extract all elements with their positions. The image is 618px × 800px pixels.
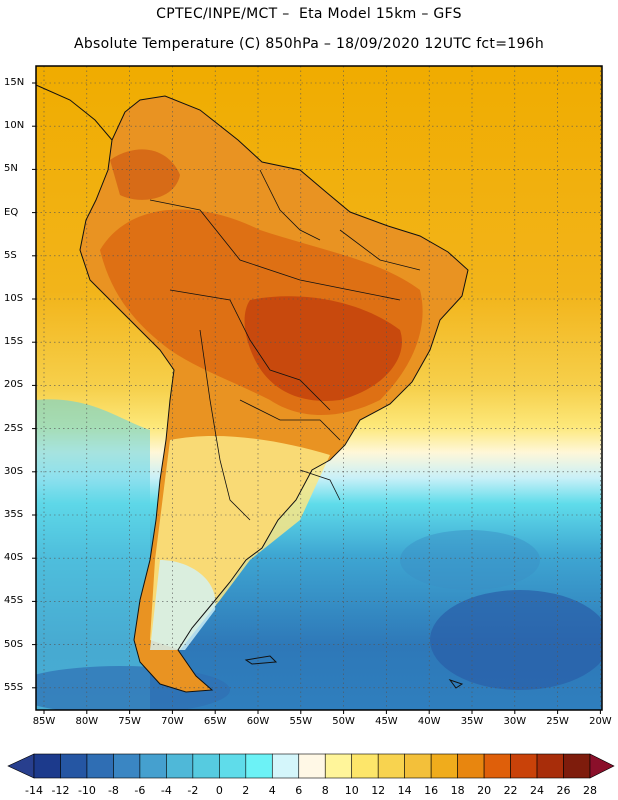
colorbar-swatch (351, 753, 379, 779)
colorbar-swatch (536, 753, 564, 779)
colorbar-swatch (457, 753, 485, 779)
colorbar-label: -14 (25, 784, 43, 797)
map-frame (35, 65, 603, 711)
colorbar-over-triangle (589, 753, 615, 779)
lon-label: 30W (503, 716, 527, 727)
colorbar-label: 8 (321, 784, 329, 797)
west-cold-band (36, 399, 150, 710)
lon-label: 50W (332, 716, 355, 727)
colorbar-swatch (430, 753, 458, 779)
lon-label: 45W (375, 716, 398, 727)
lon-label: 80W (75, 716, 99, 727)
lat-label: 45S (4, 595, 24, 607)
lon-label: 40W (417, 716, 441, 727)
lat-label: 20S (4, 379, 24, 391)
lon-label: 75W (118, 716, 141, 727)
lon-label: 65W (203, 716, 227, 727)
title-line-1: CPTEC/INPE/MCT – Eta Model 15km – GFS (156, 6, 462, 22)
colorbar-label: 16 (424, 784, 439, 797)
colorbar-label: 6 (295, 784, 303, 797)
colorbar-swatch (86, 753, 114, 779)
colorbar-label: -12 (51, 784, 70, 797)
colorbar-label: 10 (344, 784, 359, 797)
colorbar-swatch (510, 753, 538, 779)
colorbar-label: 14 (397, 784, 412, 797)
colorbar-swatch (377, 753, 405, 779)
colorbar-swatch (166, 753, 194, 779)
lat-label: 40S (4, 552, 24, 564)
colorbar-swatch (324, 753, 353, 779)
lat-label: 25S (4, 422, 24, 434)
colorbar-swatch (60, 753, 88, 779)
lon-label: 20W (589, 716, 612, 727)
colorbar-swatch (192, 753, 220, 779)
colorbar-label: 0 (215, 784, 223, 797)
colorbar-swatch (563, 753, 591, 779)
colorbar-label: 12 (371, 784, 386, 797)
lat-label: 55S (4, 681, 24, 693)
colorbar-label: -8 (107, 784, 119, 797)
colorbar-label: 22 (503, 784, 518, 797)
colorbar-label: 18 (450, 784, 465, 797)
colorbar-label: -2 (187, 784, 199, 797)
colorbar-swatch (245, 753, 273, 779)
lat-label: 5S (4, 249, 17, 261)
lat-label: 50S (4, 638, 24, 650)
colorbar-label: -10 (77, 784, 96, 797)
colorbar-label: 20 (477, 784, 492, 797)
map-field (36, 66, 602, 710)
colorbar-swatch (298, 753, 326, 779)
colorbar-under-triangle (7, 753, 35, 779)
colorbar-label: 4 (268, 784, 276, 797)
colorbar-label: -4 (160, 784, 172, 797)
title-line-2: Absolute Temperature (C) 850hPa – 18/09/… (73, 36, 545, 52)
colorbar-label: 2 (242, 784, 250, 797)
colorbar-swatch (113, 753, 141, 779)
colorbar-label: 28 (583, 784, 597, 797)
colorbar-label: 26 (556, 784, 571, 797)
lat-label: 10S (4, 293, 24, 304)
colorbar-swatch (271, 753, 300, 779)
lat-label: 30S (4, 465, 24, 477)
lat-label: 5N (4, 163, 18, 175)
colorbar-swatch (219, 753, 247, 779)
colorbar-swatch (139, 753, 167, 779)
gridlines (32, 66, 602, 714)
lat-label: 15S (4, 336, 24, 348)
coastlines (35, 84, 469, 693)
lat-label: 35S (4, 509, 24, 520)
country-borders (149, 169, 421, 521)
lat-label: 15N (4, 77, 25, 88)
colorbar-swatch (483, 753, 511, 779)
deep-cold-patch (430, 590, 602, 690)
lat-label: EQ (4, 206, 19, 218)
lon-label: 70W (161, 716, 184, 727)
cold-patch (400, 530, 540, 590)
north-hot-spot (110, 149, 180, 200)
colorbar-swatch (404, 753, 432, 779)
lon-label: 85W (32, 716, 56, 727)
lon-label: 35W (460, 716, 484, 727)
lon-label: 25W (546, 716, 569, 727)
lon-label: 55W (289, 716, 313, 727)
colorbar (7, 753, 615, 779)
lon-label: 60W (246, 716, 270, 727)
colorbar-swatch (33, 753, 61, 779)
colorbar-label: 24 (530, 784, 545, 797)
colorbar-label: -6 (134, 784, 146, 797)
lat-label: 10N (4, 120, 25, 132)
patagonia-cool (150, 560, 216, 650)
